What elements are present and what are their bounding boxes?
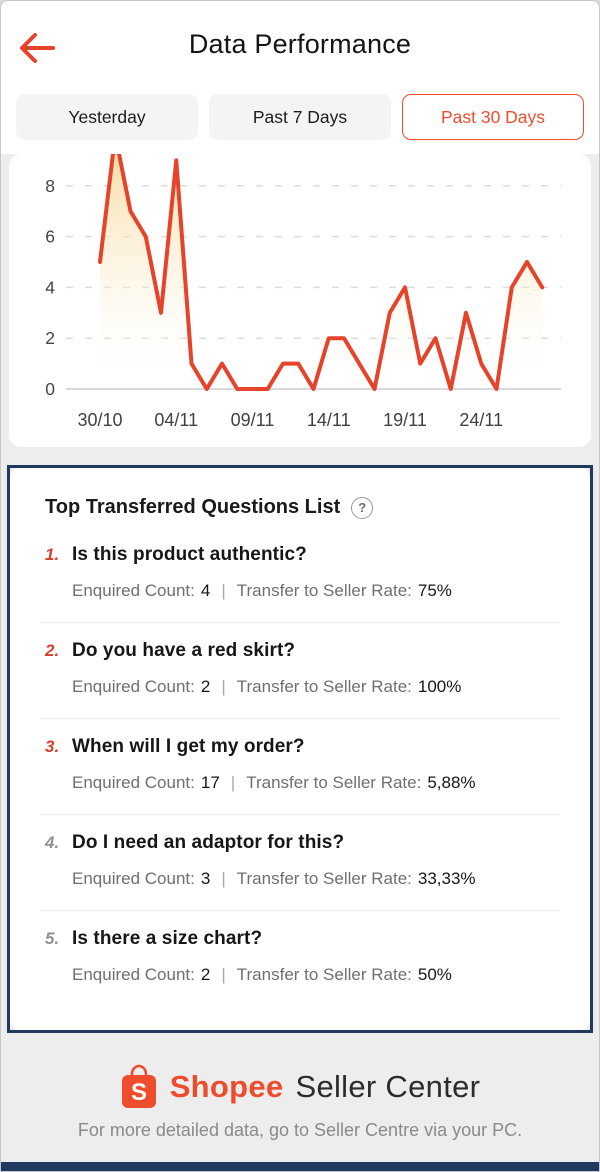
question-rank: 1. (45, 545, 60, 564)
svg-text:2: 2 (45, 328, 55, 348)
question-text: Do I need an adaptor for this? (72, 832, 345, 853)
question-text: Is this product authentic? (72, 544, 307, 565)
question-rank: 4. (45, 833, 60, 852)
list-divider (40, 910, 560, 911)
time-range-tabs: Yesterday Past 7 Days Past 30 Days (16, 94, 584, 140)
transfer-rate-label: Transfer to Seller Rate: (236, 965, 412, 984)
footer: S Shopee Seller Center For more detailed… (1, 1033, 599, 1162)
transfer-rate-label: Transfer to Seller Rate: (236, 677, 412, 696)
transfer-rate-label: Transfer to Seller Rate: (236, 869, 412, 888)
meta-separator: | (221, 677, 226, 696)
svg-text:04/11: 04/11 (154, 410, 198, 430)
svg-text:4: 4 (45, 277, 55, 297)
performance-chart[interactable]: 0 2 4 6 8 30/10 04/11 09/11 14/11 19/11 24/11 (9, 154, 591, 447)
svg-text:19/11: 19/11 (383, 410, 427, 430)
page-header: Data Performance Yesterday Past 7 Days P… (1, 1, 599, 154)
svg-text:30/10: 30/10 (77, 410, 122, 430)
shopee-logo-icon: S (121, 1064, 156, 1108)
tab-yesterday[interactable]: Yesterday (16, 94, 198, 140)
back-arrow-icon (20, 32, 55, 63)
performance-chart-card: 0 2 4 6 8 30/10 04/11 09/11 14/11 19/11 24/11 (9, 154, 591, 447)
enquired-count-label: Enquired Count: (72, 677, 195, 696)
question-text: Do you have a red skirt? (72, 640, 296, 661)
questions-list: 1. Is this product authentic? Enquired C… (30, 527, 570, 1006)
svg-text:24/11: 24/11 (459, 410, 503, 430)
bottom-navy-bar (1, 1162, 599, 1171)
footer-tagline: For more detailed data, go to Seller Cen… (77, 1120, 523, 1140)
transfer-rate-value: 75% (417, 581, 452, 600)
question-meta: Enquired Count: 2 | Transfer to Seller Rate… (72, 965, 570, 985)
question-list-item: 1. Is this product authentic? Enquired C… (30, 527, 570, 622)
page-title: Data Performance (188, 29, 412, 59)
question-rank: 3. (45, 737, 60, 756)
question-list-item: 2. Do you have a red skirt? Enquired Cou… (30, 623, 570, 718)
enquired-count-value: 2 (200, 677, 211, 696)
list-divider (40, 814, 560, 815)
question-meta: Enquired Count: 3 | Transfer to Seller Rate… (72, 869, 570, 889)
brand-name: Shopee (169, 1068, 284, 1104)
enquired-count-label: Enquired Count: (72, 869, 195, 888)
transfer-rate-value: 100% (417, 677, 462, 696)
tab-past-7-days[interactable]: Past 7 Days (209, 94, 391, 140)
svg-text:09/11: 09/11 (231, 410, 275, 430)
svg-text:6: 6 (45, 227, 55, 247)
question-meta: Enquired Count: 4 | Transfer to Seller Rate… (72, 581, 570, 601)
enquired-count-label: Enquired Count: (72, 773, 195, 792)
question-meta: Enquired Count: 2 | Transfer to Seller Rate… (72, 677, 570, 697)
question-rank: 5. (45, 929, 60, 948)
meta-separator: | (221, 965, 226, 984)
transfer-rate-value: 33,33% (417, 869, 476, 888)
enquired-count-label: Enquired Count: (72, 581, 195, 600)
question-meta: Enquired Count: 17 | Transfer to Seller Rat… (72, 773, 570, 793)
enquired-count-value: 3 (200, 869, 211, 888)
list-divider (40, 718, 560, 719)
back-button[interactable] (17, 29, 57, 69)
meta-separator: | (230, 773, 236, 792)
svg-text:8: 8 (45, 176, 55, 196)
meta-separator: | (221, 869, 226, 888)
brand-suffix: Seller Center (295, 1068, 481, 1104)
question-rank: 2. (45, 641, 60, 660)
enquired-count-value: 4 (200, 581, 211, 600)
questions-card: Top Transferred Questions List ? 1. Is t… (10, 468, 590, 1030)
transfer-rate-value: 5,88% (427, 773, 476, 792)
question-text: When will I get my order? (72, 736, 305, 757)
question-list-item: 5. Is there a size chart? Enquired Count… (30, 911, 570, 1006)
list-divider (40, 622, 560, 623)
tab-past-30-days[interactable]: Past 30 Days (402, 94, 584, 140)
questions-list-title: Top Transferred Questions List (45, 496, 341, 518)
enquired-count-label: Enquired Count: (72, 965, 195, 984)
enquired-count-value: 2 (200, 965, 211, 984)
question-list-item: 3. When will I get my order? Enquired Co… (30, 719, 570, 814)
logo-letter: S (131, 1079, 147, 1106)
transfer-rate-label: Transfer to Seller Rate: (236, 581, 412, 600)
brand-row: S Shopee Seller Center (120, 1063, 481, 1110)
questions-highlight-box: Top Transferred Questions List ? 1. Is t… (7, 465, 593, 1033)
question-text: Is there a size chart? (72, 928, 263, 949)
meta-separator: | (221, 581, 226, 600)
transfer-rate-label: Transfer to Seller Rate: (246, 773, 422, 792)
enquired-count-value: 17 (200, 773, 220, 792)
svg-text:0: 0 (45, 379, 55, 399)
svg-text:14/11: 14/11 (307, 410, 351, 430)
transfer-rate-value: 50% (417, 965, 452, 984)
help-icon[interactable]: ? (351, 496, 374, 519)
question-list-item: 4. Do I need an adaptor for this? Enquir… (30, 815, 570, 910)
